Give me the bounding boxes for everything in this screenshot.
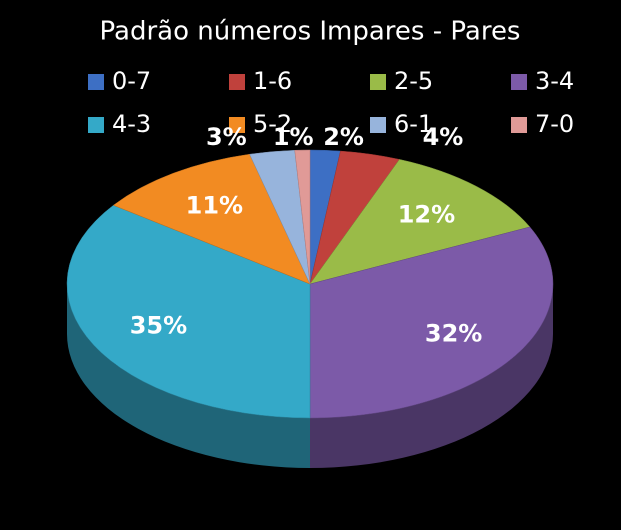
slice [309, 159, 531, 285]
data-label: 3% [206, 123, 247, 151]
legend-swatch [88, 74, 104, 90]
data-label: 11% [186, 191, 243, 219]
legend-label: 0-7 [112, 67, 151, 95]
slice [66, 204, 311, 419]
chart-title: Padrão números Impares - Pares [100, 17, 521, 47]
data-label: 35% [130, 312, 187, 340]
slice-side [310, 284, 553, 468]
legend-label: 4-3 [112, 110, 151, 138]
legend-swatch [88, 117, 104, 133]
legend-swatch [370, 74, 386, 90]
legend-label: 3-4 [535, 67, 574, 95]
data-label: 4% [423, 123, 464, 151]
legend-swatch [229, 117, 245, 133]
legend-label: 1-6 [253, 67, 292, 95]
slice [309, 226, 554, 419]
legend-label: 6-1 [394, 110, 433, 138]
legend-label: 2-5 [394, 67, 433, 95]
legend-label: 5-2 [253, 110, 292, 138]
slice [294, 149, 311, 285]
data-label: 1% [273, 123, 314, 151]
data-label: 12% [398, 201, 455, 229]
legend-swatch [511, 74, 527, 90]
legend-swatch [511, 117, 527, 133]
data-label: 32% [425, 319, 482, 347]
slice [112, 153, 311, 285]
legend-label: 7-0 [535, 110, 574, 138]
legend-swatch [229, 74, 245, 90]
data-label: 2% [323, 123, 364, 151]
slice-side [67, 284, 310, 468]
legend-swatch [370, 117, 386, 133]
